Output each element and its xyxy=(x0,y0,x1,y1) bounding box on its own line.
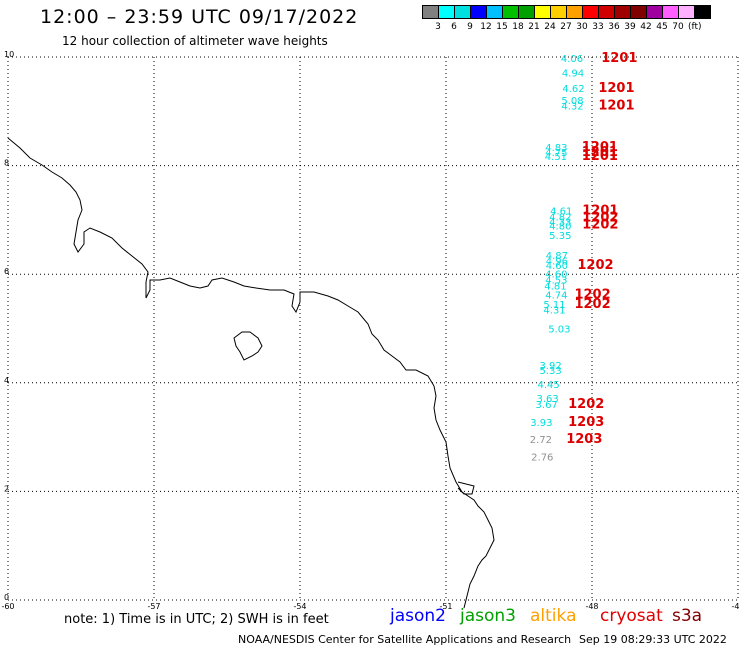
pass-time-label: 1202 xyxy=(577,258,613,273)
color-scale-label: 42 xyxy=(640,22,652,32)
pass-time-label: 1201 xyxy=(582,149,618,164)
color-scale-label: 12 xyxy=(480,22,492,32)
swh-value: 2.72 xyxy=(530,435,552,446)
coastline-path xyxy=(7,137,495,609)
swh-value: 4.94 xyxy=(562,69,584,80)
legend-jason2: jason2 xyxy=(390,606,446,626)
y-tick-label: 10 xyxy=(4,50,14,59)
color-swatch xyxy=(694,5,711,19)
swh-value: 4.81 xyxy=(544,281,566,292)
y-tick-label: 6 xyxy=(4,267,9,276)
y-tick-label: 4 xyxy=(4,376,9,385)
color-scale-label: 30 xyxy=(576,22,588,32)
swh-value: 4.51 xyxy=(545,152,567,163)
footer-credit: NOAA/NESDIS Center for Satellite Applica… xyxy=(238,633,572,646)
coastline xyxy=(7,137,495,609)
swh-value: 3.67 xyxy=(536,400,558,411)
axis-ticks: -60 -57 -54 -51 -48 -45 10 8 6 4 2 0 xyxy=(1,50,740,610)
x-tick-label: -45 xyxy=(731,602,740,610)
color-scale-labels: 3 6 9 12 15 18 21 24 27 30 33 36 39 42 45 70 (ft) xyxy=(422,22,702,32)
map-title: 12:00 – 23:59 UTC 09/17/2022 xyxy=(40,6,359,28)
coastline-inlet xyxy=(457,481,475,495)
swh-value: 4.82 xyxy=(549,212,571,223)
swh-value: 4.45 xyxy=(537,380,559,391)
pass-time-label: 1202 xyxy=(582,218,618,233)
swh-value: 4.74 xyxy=(545,291,567,302)
pass-time-label: 1201 xyxy=(582,203,618,218)
color-scale-label: 21 xyxy=(528,22,540,32)
pass-time-label: 1203 xyxy=(566,432,602,447)
color-scale-unit: (ft) xyxy=(688,22,702,32)
swh-value: 4.96 xyxy=(546,256,568,267)
map-note: note: 1) Time is in UTC; 2) SWH is in fe… xyxy=(64,612,329,627)
swh-value: 4.80 xyxy=(549,222,571,233)
pass-time-label: 1203 xyxy=(568,415,604,430)
pass-time-label: 1202 xyxy=(574,297,610,312)
altimeter-map: -60-57-54-51-48-451086420 4.064.944.625.… xyxy=(1,50,740,610)
swh-value: 4.83 xyxy=(545,143,567,154)
color-scale-label: 27 xyxy=(560,22,572,32)
swh-value: 5.03 xyxy=(548,324,570,335)
swh-value: 3.92 xyxy=(539,361,561,372)
color-scale-label: 24 xyxy=(544,22,556,32)
x-tick-label: -60 xyxy=(1,602,14,610)
y-tick-label: 8 xyxy=(4,159,9,168)
swh-value: 5.08 xyxy=(561,96,583,107)
color-scale-label: 45 xyxy=(656,22,668,32)
swh-value: 4.53 xyxy=(545,275,567,286)
swh-value: 3.93 xyxy=(530,418,552,429)
x-tick-label: -54 xyxy=(293,602,306,610)
legend-jason3: jason3 xyxy=(460,606,516,626)
color-scale-label: 9 xyxy=(467,22,473,32)
swh-value: 4.60 xyxy=(545,269,567,280)
swh-value: 4.61 xyxy=(550,206,572,217)
x-tick-label: -51 xyxy=(439,602,452,610)
color-scale-label: 3 xyxy=(435,22,441,32)
swh-value: 5.33 xyxy=(539,366,561,377)
swh-value: 5.11 xyxy=(543,300,565,311)
x-tick-label: -57 xyxy=(147,602,160,610)
footer-timestamp: Sep 19 08:29:33 UTC 2022 xyxy=(579,633,727,646)
pass-time-label: 1201 xyxy=(598,99,634,114)
color-scale-label: 18 xyxy=(512,22,524,32)
color-scale-label: 39 xyxy=(624,22,636,32)
y-tick-label: 2 xyxy=(4,484,9,493)
color-scale-label: 15 xyxy=(496,22,508,32)
pass-time-label: 1201 xyxy=(598,81,634,96)
color-scale-label: 6 xyxy=(451,22,457,32)
pass-time-label: 1201 xyxy=(601,51,637,66)
swh-value: 4.75 xyxy=(545,148,567,159)
x-tick-label: -48 xyxy=(585,602,598,610)
swh-value: 4.62 xyxy=(562,84,584,95)
swh-value: 3.63 xyxy=(537,394,559,405)
pass-time-label: 1202 xyxy=(574,288,610,303)
legend-cryosat: cryosat xyxy=(600,606,663,626)
time-labels: 1201120112011201120112011201120212021202… xyxy=(566,51,637,447)
swh-value: 4.33 xyxy=(549,217,571,228)
color-scale xyxy=(422,5,711,19)
legend-s3a: s3a xyxy=(672,606,703,626)
map-subtitle: 12 hour collection of altimeter wave hei… xyxy=(62,34,328,48)
graticule xyxy=(7,56,739,601)
swh-value: 4.31 xyxy=(543,305,565,316)
y-tick-label: 0 xyxy=(4,593,9,602)
swh-value: 4.60 xyxy=(546,261,568,272)
color-scale-label: 70 xyxy=(672,22,684,32)
swh-value: 2.76 xyxy=(531,452,553,463)
swh-value: 4.87 xyxy=(546,251,568,262)
pass-time-label: 1202 xyxy=(582,211,618,226)
observation-labels: 4.06 4.94 4.625.084.32 4.834.754.51 4.614.82… xyxy=(530,54,585,464)
swh-value: 5.35 xyxy=(549,231,571,242)
swh-value: 4.32 xyxy=(561,102,583,113)
color-scale-label: 36 xyxy=(608,22,620,32)
pass-time-label: 1201 xyxy=(582,140,618,155)
island-shape xyxy=(233,331,263,361)
pass-time-label: 1202 xyxy=(568,397,604,412)
color-scale-label: 33 xyxy=(592,22,604,32)
swh-value: 4.06 xyxy=(561,54,583,65)
legend-altika: altika xyxy=(530,606,577,626)
pass-time-label: 1201 xyxy=(582,145,618,160)
